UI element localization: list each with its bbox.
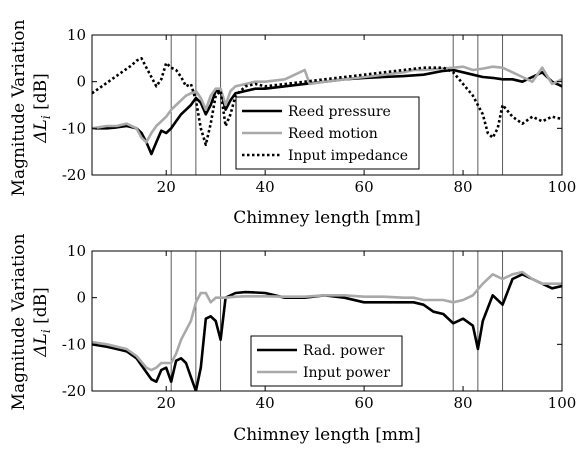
top-ytick-label: 0 <box>76 73 86 91</box>
bottom-ylabel-quantity: ΔLi [dB] <box>31 287 53 357</box>
top-xtick-label: 60 <box>355 178 374 196</box>
top-xlabel: Chimney length [mm] <box>233 208 421 228</box>
top-ytick-label: -10 <box>62 119 86 137</box>
top-ylabel: Magnitude Variation <box>9 19 29 196</box>
bottom-legend: Rad. power Input power <box>250 335 403 387</box>
bottom-xtick-label: 100 <box>548 394 577 412</box>
top-axes-frame <box>91 34 563 176</box>
top-legend-label: Reed pressure <box>288 104 391 120</box>
top-ytick-label: 10 <box>67 26 86 44</box>
bottom-xtick-label: 40 <box>256 394 275 412</box>
top-xtick-label: 100 <box>548 178 577 196</box>
top-ytick-label: -20 <box>62 166 86 184</box>
top-panel: 20 40 60 80 100 -20 -10 0 10 Reed pressure Reed mo… <box>62 26 576 196</box>
bottom-ytick-label: 10 <box>67 242 86 260</box>
top-xtick-label: 20 <box>157 178 176 196</box>
bottom-ylabel: Magnitude Variation <box>9 233 29 410</box>
bottom-xtick-label: 20 <box>157 394 176 412</box>
bottom-xlabel: Chimney length [mm] <box>233 425 421 444</box>
top-series-reed-pressure <box>92 68 562 156</box>
bottom-ytick-label: -10 <box>62 335 86 353</box>
top-ylabel-quantity: ΔLi [dB] <box>31 73 53 143</box>
bottom-series-rad-power <box>92 272 562 391</box>
bottom-series-input-power <box>92 270 562 372</box>
top-xtick-label: 40 <box>256 178 275 196</box>
bottom-xtick-label: 80 <box>454 394 473 412</box>
top-xtick-label: 80 <box>454 178 473 196</box>
top-legend-label: Reed motion <box>288 126 378 142</box>
bottom-ytick-label: 0 <box>76 289 86 307</box>
top-series-input-impedance <box>92 56 562 146</box>
top-series-reed-motion <box>92 65 562 144</box>
bottom-panel: 20 40 60 80 100 -20 -10 0 10 Rad. power Input powe… <box>62 242 576 412</box>
top-legend: Reed pressure Reed motion Input impedance <box>235 96 420 170</box>
bottom-axes-frame <box>91 250 563 392</box>
bottom-ytick-label: -20 <box>62 382 86 400</box>
bottom-xtick-label: 60 <box>355 394 374 412</box>
bottom-legend-label: Rad. power <box>303 343 385 359</box>
bottom-legend-box <box>250 335 403 387</box>
bottom-legend-label: Input power <box>303 365 390 381</box>
top-legend-label: Input impedance <box>288 148 408 164</box>
